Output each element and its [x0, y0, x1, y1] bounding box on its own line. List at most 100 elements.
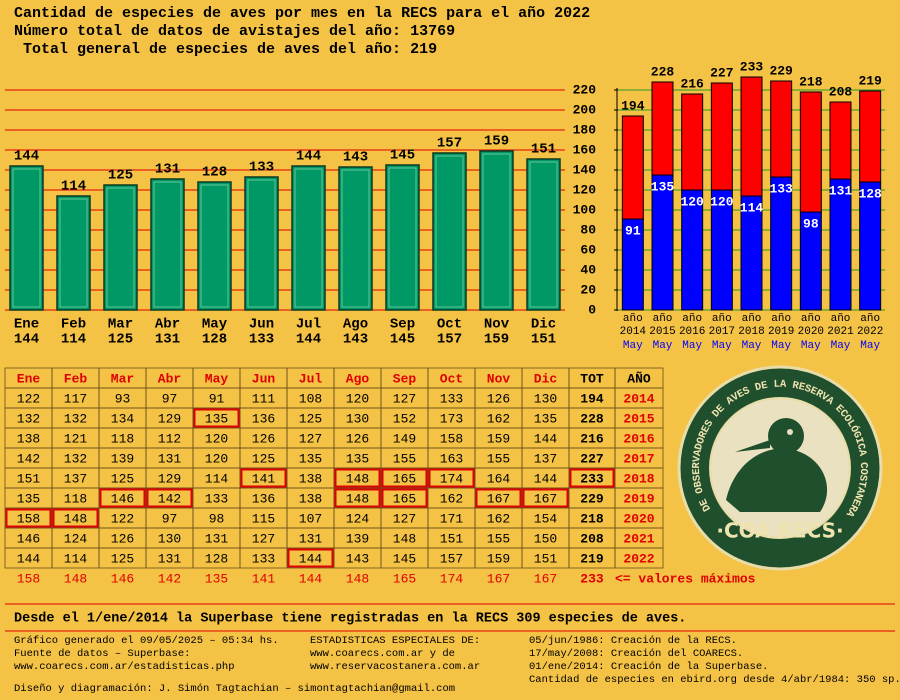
table: Ene Feb Mar Abr May Jun Jul Ago Sep Oct Nov Dic TOT A…: [4, 367, 756, 586]
table-value: 125: [111, 551, 134, 566]
data-label: 125: [108, 168, 133, 184]
table-value: 219: [580, 551, 604, 566]
x-tick-label: 2021: [827, 326, 854, 338]
data-label: 133: [249, 160, 274, 176]
bar-segment: [710, 82, 733, 191]
table-value: 142: [17, 451, 40, 466]
table-value: 127: [252, 531, 275, 546]
highlight-box: [287, 548, 334, 568]
x-tick-suffix: May: [623, 340, 643, 352]
summary: Desde el 1/ene/2014 la Superbase tiene r…: [14, 612, 686, 627]
footer-text: Gráfico generado el 09/05/2025 – 05:34 h…: [14, 635, 279, 647]
highlight-box: [193, 408, 240, 428]
bar-segment: [770, 176, 793, 311]
highlight-box: [240, 468, 287, 488]
bar-inner-border: [200, 184, 229, 308]
table-value: 139: [111, 451, 134, 466]
table-value: 167: [534, 491, 557, 506]
table-value: 133: [252, 551, 275, 566]
bar: [56, 195, 91, 311]
y-tick-label: 60: [580, 242, 596, 257]
bar-segment: [740, 76, 763, 197]
x-tick-label: 2017: [709, 326, 735, 338]
table-value: 2017: [623, 451, 654, 466]
table-value: 130: [346, 411, 369, 426]
x-value-label: 128: [202, 332, 227, 348]
segment-label: 114: [740, 200, 764, 215]
table-value: 124: [346, 511, 370, 526]
total-label: 194: [621, 98, 645, 113]
table-value: 2015: [623, 411, 654, 426]
table-value: 135: [299, 451, 322, 466]
table-value: 131: [205, 531, 229, 546]
x-tick-label: 2018: [738, 326, 764, 338]
table-value: 151: [17, 471, 41, 486]
table-value: 93: [115, 391, 131, 406]
x-tick-prefix: año: [831, 313, 851, 325]
table-value: 120: [346, 391, 369, 406]
table-value: 229: [580, 491, 604, 506]
segment-label: 135: [651, 179, 675, 194]
y-tick-label: 100: [573, 202, 597, 217]
max-value: 174: [440, 571, 464, 586]
column-header: Ago: [346, 371, 370, 386]
y-tick-label: 20: [580, 282, 596, 297]
column-header: Nov: [487, 371, 511, 386]
total-records: Número total de datos de avistajes del a…: [14, 23, 455, 40]
table-cell: [614, 547, 664, 569]
data-label: 144: [14, 149, 39, 165]
table-value: 227: [580, 451, 603, 466]
bar: [103, 184, 138, 311]
column-header: Jul: [299, 371, 323, 386]
table-value: 126: [346, 431, 369, 446]
highlight-box: [428, 468, 475, 488]
x-tick-label: Jun: [249, 317, 274, 333]
table-value: 149: [393, 431, 416, 446]
data-label: 144: [296, 149, 321, 165]
footer-text: www.reservacostanera.com.ar: [310, 661, 480, 673]
x-tick-suffix: May: [712, 340, 732, 352]
table-value: 163: [440, 451, 463, 466]
table-value: 137: [64, 471, 87, 486]
bar-inner-border: [529, 161, 558, 308]
column-header: Sep: [393, 371, 417, 386]
x-tick-label: Nov: [484, 317, 510, 333]
table-value: 112: [158, 431, 181, 446]
table-value: 2019: [623, 491, 654, 506]
table-value: 132: [17, 411, 40, 426]
x-tick-prefix: año: [712, 313, 732, 325]
bar-inner-border: [153, 181, 182, 308]
footer-text: Cantidad de especies en ebird.org desde …: [529, 674, 900, 686]
table-value: 173: [440, 411, 463, 426]
table-value: 158: [440, 431, 463, 446]
total-label: 218: [799, 74, 823, 89]
highlight-box: [381, 488, 428, 508]
x-value-label: 151: [531, 332, 556, 348]
column-header: Ene: [17, 371, 41, 386]
max-value: 148: [346, 571, 369, 586]
table-value: 135: [17, 491, 40, 506]
bar-inner-border: [482, 153, 511, 308]
logo-bird-eye: [787, 429, 793, 435]
table-value: 127: [299, 431, 322, 446]
highlight-box: [381, 468, 428, 488]
bar: [9, 165, 44, 311]
max-value: 141: [252, 571, 276, 586]
max-value: 146: [111, 571, 134, 586]
x-tick-suffix: May: [860, 340, 880, 352]
footer-text: Fuente de datos – Superbase:: [14, 648, 190, 660]
column-header: TOT: [580, 371, 604, 386]
segment-label: 120: [680, 194, 704, 209]
x-tick-suffix: May: [682, 340, 702, 352]
max-value: 165: [393, 571, 416, 586]
table-value: 2020: [623, 511, 654, 526]
y-tick-label: 200: [573, 102, 597, 117]
table-value: 165: [393, 471, 416, 486]
bar-segment: [859, 90, 882, 183]
credits: Diseño y diagramación: J. Simón Tagtachi…: [14, 683, 455, 695]
x-tick-label: 2022: [857, 326, 883, 338]
table-value: 128: [205, 551, 228, 566]
title: Cantidad de especies de aves por mes en …: [14, 5, 590, 22]
logo-name: ·COA RECS·: [716, 519, 843, 543]
x-value-label: 125: [108, 332, 133, 348]
